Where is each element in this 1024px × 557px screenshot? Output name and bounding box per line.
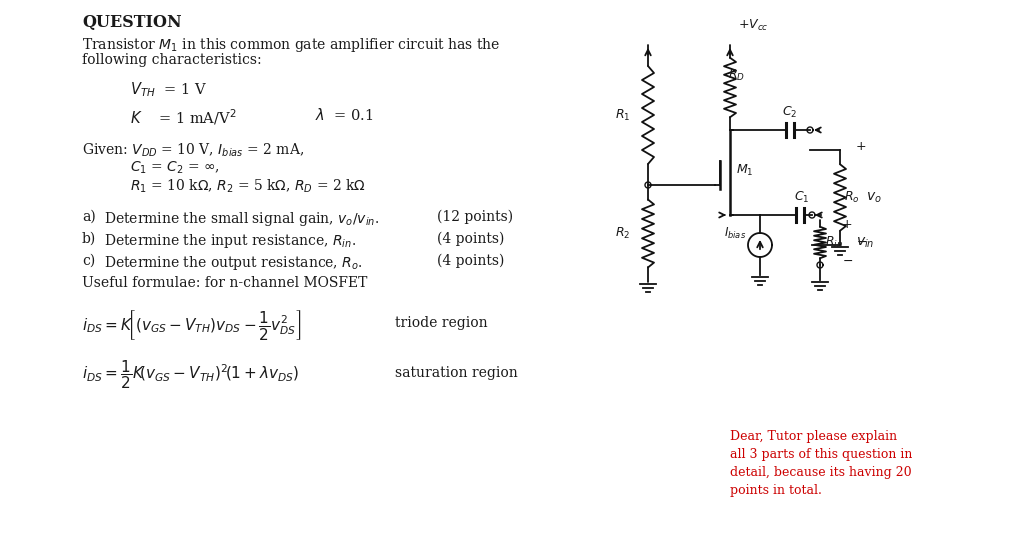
- Polygon shape: [809, 212, 815, 218]
- Text: $R_o$: $R_o$: [844, 190, 859, 205]
- Text: (4 points): (4 points): [437, 232, 505, 246]
- Text: $M_1$: $M_1$: [736, 163, 754, 178]
- Text: Given: $V_{DD}$ = 10 V, $I_{bias}$ = 2 mA,: Given: $V_{DD}$ = 10 V, $I_{bias}$ = 2 m…: [82, 142, 304, 159]
- Text: $R_1$ = 10 k$\Omega$, $R_2$ = 5 k$\Omega$, $R_D$ = 2 k$\Omega$: $R_1$ = 10 k$\Omega$, $R_2$ = 5 k$\Omega…: [130, 178, 366, 196]
- Text: a): a): [82, 210, 96, 224]
- Text: b): b): [82, 232, 96, 246]
- Text: QUESTION: QUESTION: [82, 14, 181, 31]
- Text: triode region: triode region: [395, 316, 487, 330]
- Text: $I_{bias}$: $I_{bias}$: [724, 226, 746, 241]
- Polygon shape: [645, 182, 651, 188]
- Text: detail, because its having 20: detail, because its having 20: [730, 466, 911, 479]
- Text: $-$: $-$: [842, 254, 853, 267]
- Text: saturation region: saturation region: [395, 366, 518, 380]
- Text: $v_{in}$: $v_{in}$: [856, 235, 874, 250]
- Text: $C_1$: $C_1$: [795, 190, 810, 205]
- Text: all 3 parts of this question in: all 3 parts of this question in: [730, 448, 912, 461]
- Text: +: +: [842, 218, 853, 231]
- Text: Useful formulae: for n-channel MOSFET: Useful formulae: for n-channel MOSFET: [82, 276, 368, 290]
- Text: (4 points): (4 points): [437, 254, 505, 268]
- Text: $R_1$: $R_1$: [614, 108, 630, 123]
- Text: $+V_{cc}$: $+V_{cc}$: [738, 18, 769, 33]
- Text: $K$    = 1 mA/V$^2$: $K$ = 1 mA/V$^2$: [130, 107, 237, 126]
- Text: points in total.: points in total.: [730, 484, 822, 497]
- Text: Transistor $M_1$ in this common gate amplifier circuit has the: Transistor $M_1$ in this common gate amp…: [82, 36, 501, 54]
- Text: $R_{in}$: $R_{in}$: [825, 235, 843, 250]
- Text: Dear, Tutor please explain: Dear, Tutor please explain: [730, 430, 897, 443]
- Text: Determine the input resistance, $R_{in}$.: Determine the input resistance, $R_{in}$…: [104, 232, 356, 250]
- Text: +: +: [856, 139, 866, 153]
- Text: $\lambda$  = 0.1: $\lambda$ = 0.1: [315, 107, 374, 123]
- Text: Determine the small signal gain, $v_o/v_{in}$.: Determine the small signal gain, $v_o/v_…: [104, 210, 380, 228]
- Text: $i_{DS} = \dfrac{1}{2}K\!\left(v_{GS}-V_{TH}\right)^2\!\left(1+\lambda v_{DS}\ri: $i_{DS} = \dfrac{1}{2}K\!\left(v_{GS}-V_…: [82, 358, 299, 391]
- Text: $C_2$: $C_2$: [782, 105, 798, 120]
- Text: (12 points): (12 points): [437, 210, 513, 224]
- Text: $i_{DS} = K\!\left[\left(v_{GS}-V_{TH}\right)v_{DS}-\dfrac{1}{2}v_{DS}^2\right]$: $i_{DS} = K\!\left[\left(v_{GS}-V_{TH}\r…: [82, 308, 301, 342]
- Text: Determine the output resistance, $R_o$.: Determine the output resistance, $R_o$.: [104, 254, 362, 272]
- Text: $V_{TH}$  = 1 V: $V_{TH}$ = 1 V: [130, 80, 207, 99]
- Text: $R_D$: $R_D$: [728, 69, 745, 84]
- Text: c): c): [82, 254, 95, 268]
- Polygon shape: [817, 262, 823, 268]
- Text: $C_1$ = $C_2$ = $\infty$,: $C_1$ = $C_2$ = $\infty$,: [130, 160, 220, 177]
- Text: $v_o$: $v_o$: [866, 190, 882, 205]
- Text: $R_2$: $R_2$: [614, 226, 630, 241]
- Polygon shape: [807, 127, 813, 133]
- Text: following characteristics:: following characteristics:: [82, 53, 261, 67]
- Text: $-$: $-$: [856, 234, 867, 247]
